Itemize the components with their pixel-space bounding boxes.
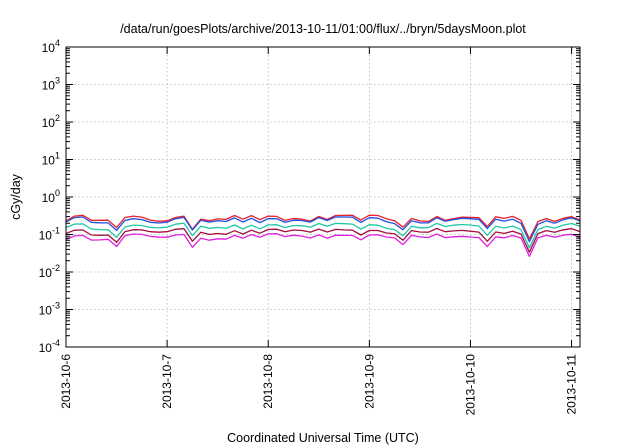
y-axis-label: cGy/day — [9, 173, 23, 220]
x-axis-label: Coordinated Universal Time (UTC) — [227, 431, 419, 445]
y-tick-label: 10-4 — [39, 338, 60, 355]
y-tick-label: 10-1 — [39, 226, 60, 243]
y-tick-label: 104 — [42, 38, 60, 55]
y-tick-label: 10-2 — [39, 263, 60, 280]
y-axis-ticks: 10-4 10-3 10-2 10-1 100 101 102 103 104 — [39, 38, 580, 355]
y-tick-label: 10-3 — [39, 301, 60, 318]
grid-lines — [66, 47, 580, 347]
y-tick-label: 100 — [42, 188, 60, 205]
y-tick-label: 101 — [42, 151, 60, 168]
series-line-2 — [65, 216, 581, 243]
y-tick-label: 102 — [42, 113, 60, 130]
series-line-1 — [65, 214, 581, 240]
data-series — [65, 214, 581, 258]
y-tick-label: 103 — [42, 76, 60, 93]
x-tick-label: 2013-10-10 — [463, 354, 477, 416]
series-line-5 — [65, 233, 581, 258]
x-tick-label: 2013-10-11 — [565, 354, 579, 415]
x-tick-label: 2013-10-9 — [362, 354, 376, 409]
x-tick-label: 2013-10-7 — [160, 354, 174, 409]
chart-title: /data/run/goesPlots/archive/2013-10-11/0… — [120, 22, 526, 36]
x-axis-ticks: 2013-10-6 2013-10-7 2013-10-8 2013-10-9 2013… — [59, 47, 579, 415]
series-line-4 — [65, 227, 581, 253]
x-tick-label: 2013-10-8 — [261, 354, 275, 409]
x-tick-label: 2013-10-6 — [59, 354, 73, 409]
series-line-3 — [65, 222, 581, 249]
